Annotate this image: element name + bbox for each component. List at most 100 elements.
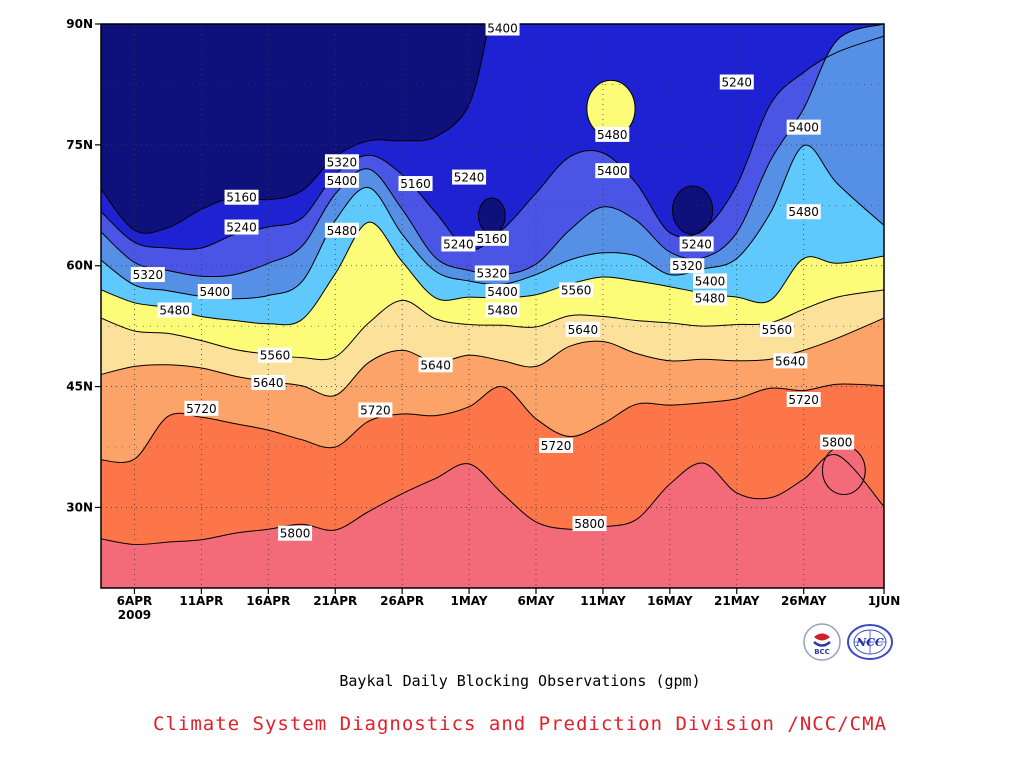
contour-label-text: 5480	[327, 224, 358, 238]
contour-line-5800	[101, 454, 884, 546]
contour-label-6: 5160	[224, 189, 259, 205]
closed-contour-5160-1	[477, 197, 506, 234]
contour-label-18: 5480	[693, 290, 727, 306]
contour-label-text: 5160	[477, 232, 508, 246]
contour-label-23: 5400	[485, 283, 520, 299]
contour-label-text: 5240	[681, 237, 712, 251]
bcc-logo-text: BCC	[814, 648, 830, 656]
contour-label-14: 5160	[474, 230, 509, 246]
contour-label-text: 5720	[788, 393, 819, 407]
contour-label-32: 5720	[184, 400, 219, 416]
contour-label-33: 5720	[358, 402, 393, 418]
contour-label-text: 5240	[454, 171, 485, 185]
contour-label-text: 5800	[822, 436, 853, 450]
contour-label-22: 5320	[474, 265, 509, 281]
contour-label-text: 5480	[159, 304, 190, 318]
bcc-logo: BCC	[800, 622, 844, 662]
contour-label-text: 5640	[253, 376, 284, 390]
contour-label-text: 5480	[597, 128, 628, 142]
contour-line-5400	[101, 144, 884, 300]
contour-label-26: 5560	[258, 347, 292, 363]
y-tick-label-90N: 90N	[66, 17, 93, 31]
contour-label-7: 5240	[224, 219, 259, 235]
chart-title: Baykal Daily Blocking Observations (gpm)	[339, 672, 701, 690]
contour-label-text: 5720	[360, 403, 391, 417]
x-tick-label-1MAY: 1MAY	[451, 594, 488, 608]
contour-label-0: 5400	[485, 20, 520, 36]
contour-label-30: 5640	[418, 357, 453, 373]
contour-label-text: 5800	[280, 527, 311, 541]
contour-label-text: 5400	[199, 285, 230, 299]
x-tick-label-6APR: 6APR	[117, 594, 153, 608]
contour-label-text: 5560	[561, 283, 592, 297]
grid-lines	[101, 24, 884, 588]
contour-label-17: 5400	[693, 273, 727, 289]
contour-label-text: 5400	[327, 174, 358, 188]
closed-contour-5160-2	[672, 185, 714, 235]
contour-label-text: 5800	[574, 517, 605, 531]
contour-label-text: 5400	[487, 285, 518, 299]
contour-label-text: 5560	[260, 349, 291, 363]
contour-label-27: 5560	[759, 321, 794, 337]
chart-subtitle: Climate System Diagnostics and Predictio…	[153, 713, 887, 735]
contour-label-text: 5400	[487, 22, 518, 36]
contour-label-11: 5160	[398, 176, 433, 192]
axis-ticks: 6APR 11APR 16APR 21APR 26APR 1MAY 6MAY 11MAY 16M…	[66, 17, 900, 622]
y-tick-label-30N: 30N	[66, 500, 93, 514]
contour-label-text: 5320	[327, 155, 358, 169]
contour-label-9: 5400	[324, 172, 359, 188]
contour-label-text: 5400	[597, 164, 628, 178]
contour-label-13: 5240	[441, 236, 476, 252]
y-tick-label-75N: 75N	[66, 138, 93, 152]
ncc-logo-text: NCC	[855, 636, 884, 649]
x-tick-label-26MAY: 26MAY	[781, 594, 827, 608]
contour-line-5560	[101, 289, 884, 361]
y-tick-label-45N: 45N	[66, 380, 93, 394]
contour-label-text: 5160	[226, 191, 257, 205]
contour-label-text: 5160	[400, 177, 431, 191]
contour-label-text: 5640	[568, 323, 599, 337]
contour-label-38: 5800	[820, 434, 855, 450]
contour-label-19: 5320	[130, 267, 165, 283]
contour-label-31: 5640	[773, 353, 808, 369]
contour-label-text: 5480	[487, 304, 518, 318]
contour-label-text: 5240	[443, 237, 474, 251]
contour-line-5640	[101, 317, 884, 397]
x-tick-label-21APR: 21APR	[313, 594, 357, 608]
contour-label-3: 5240	[719, 74, 754, 90]
contour-label-2: 5400	[595, 163, 630, 179]
x-tick-label-26APR: 26APR	[380, 594, 424, 608]
contour-label-text: 5240	[226, 221, 257, 235]
contour-label-text: 5320	[477, 266, 508, 280]
x-year-label: 2009	[118, 608, 151, 622]
contour-label-29: 5640	[251, 375, 286, 391]
x-tick-label-21MAY: 21MAY	[714, 594, 760, 608]
contour-label-text: 5400	[788, 121, 819, 135]
contour-label-text: 5720	[541, 439, 572, 453]
x-tick-label-6MAY: 6MAY	[517, 594, 554, 608]
contour-label-16: 5320	[670, 258, 705, 274]
contour-label-4: 5400	[786, 119, 821, 135]
x-tick-label-1JUN: 1JUN	[868, 594, 901, 608]
contour-label-10: 5480	[324, 222, 359, 238]
contour-label-5: 5480	[786, 204, 821, 220]
fill-band-5800	[101, 454, 884, 588]
contour-labels: 5400548054005240540054805160524053205400…	[130, 20, 855, 541]
contour-label-21: 5480	[157, 302, 192, 318]
contour-label-text: 5480	[695, 291, 726, 305]
contour-label-25: 5560	[559, 282, 594, 298]
contour-line-5160	[101, 24, 490, 234]
contour-label-37: 5800	[572, 516, 607, 532]
contour-label-text: 5400	[695, 275, 726, 289]
contour-label-20: 5400	[197, 283, 232, 299]
contour-label-text: 5640	[775, 354, 806, 368]
contour-label-text: 5320	[133, 268, 164, 282]
contour-label-text: 5640	[420, 358, 451, 372]
x-tick-label-16MAY: 16MAY	[647, 594, 693, 608]
contour-label-text: 5720	[186, 402, 217, 416]
contour-label-36: 5800	[278, 525, 313, 541]
x-tick-label-16APR: 16APR	[246, 594, 290, 608]
closed-contour-5800-3	[821, 445, 866, 496]
ncc-logo: NCC	[846, 622, 893, 662]
